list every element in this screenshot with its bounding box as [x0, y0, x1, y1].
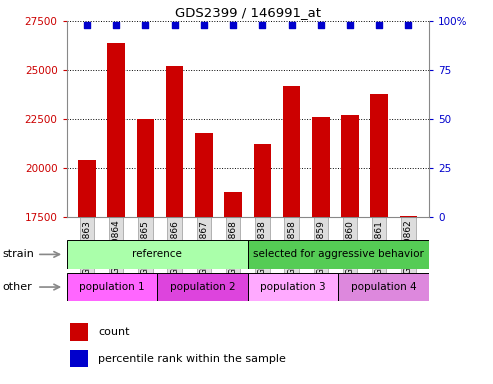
Text: count: count [99, 327, 130, 337]
Point [171, 22, 178, 28]
Bar [253, 144, 271, 384]
Bar [70, 323, 88, 341]
Point [83, 22, 91, 28]
Text: selected for aggressive behavior: selected for aggressive behavior [253, 249, 424, 260]
Bar [67, 273, 157, 301]
Point [200, 22, 208, 28]
Bar [195, 133, 212, 384]
Point [375, 22, 383, 28]
Text: percentile rank within the sample: percentile rank within the sample [99, 354, 286, 364]
Text: population 3: population 3 [260, 282, 326, 292]
Point [287, 22, 295, 28]
Bar [107, 43, 125, 384]
Text: reference: reference [132, 249, 182, 260]
Bar [248, 240, 429, 269]
Bar [70, 350, 88, 367]
Bar [338, 273, 429, 301]
Bar [248, 273, 338, 301]
Bar [166, 66, 183, 384]
Point [346, 22, 354, 28]
Bar [370, 94, 388, 384]
Point [258, 22, 266, 28]
Text: population 4: population 4 [351, 282, 417, 292]
Text: population 1: population 1 [79, 282, 144, 292]
Text: population 2: population 2 [170, 282, 235, 292]
Bar [400, 216, 417, 384]
Point [229, 22, 237, 28]
Bar [78, 160, 96, 384]
Bar [157, 273, 248, 301]
Bar [341, 115, 359, 384]
Bar [137, 119, 154, 384]
Text: strain: strain [2, 249, 35, 260]
Title: GDS2399 / 146991_at: GDS2399 / 146991_at [175, 5, 321, 18]
Text: other: other [2, 282, 32, 292]
Bar [67, 240, 248, 269]
Point [405, 22, 413, 28]
Point [112, 22, 120, 28]
Bar [224, 192, 242, 384]
Point [141, 22, 149, 28]
Point [317, 22, 325, 28]
Bar [312, 117, 329, 384]
Bar [283, 86, 300, 384]
